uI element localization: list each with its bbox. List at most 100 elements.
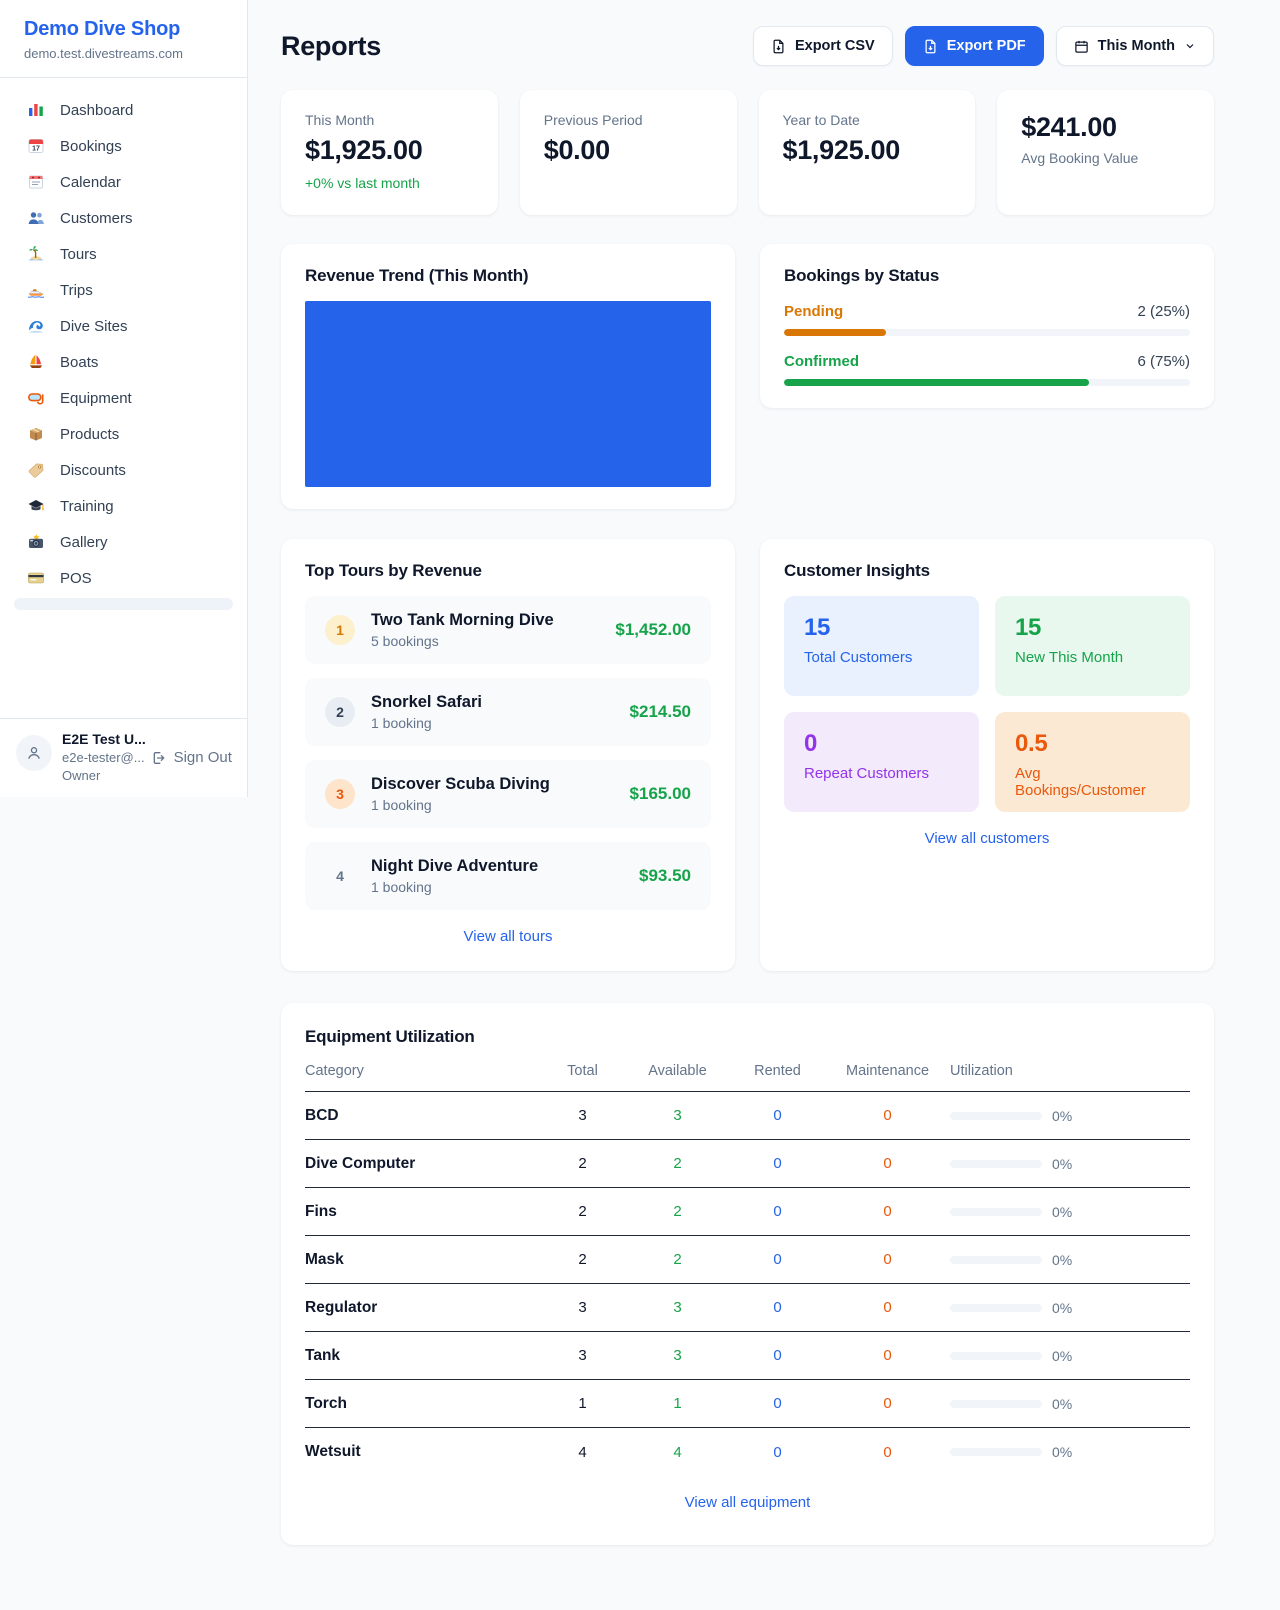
insight-tile-avg-bookings: 0.5 Avg Bookings/Customer bbox=[995, 712, 1190, 812]
island-icon bbox=[26, 245, 46, 263]
speedboat-icon bbox=[26, 281, 46, 299]
view-all-tours-link[interactable]: View all tours bbox=[463, 928, 553, 945]
sidebar-item-customers[interactable]: Customers bbox=[12, 200, 235, 236]
sidebar-item-label: Products bbox=[60, 425, 120, 443]
tour-row: 4 Night Dive Adventure 1 booking $93.50 bbox=[305, 842, 711, 910]
file-download-icon bbox=[925, 39, 936, 53]
dashboard-icon bbox=[26, 101, 46, 119]
utilization-cell: 0% bbox=[950, 1396, 1190, 1412]
sailboat-icon bbox=[26, 353, 46, 371]
tour-name: Two Tank Morning Dive bbox=[371, 611, 554, 629]
sign-out-button[interactable]: Sign Out bbox=[151, 749, 232, 766]
stat-label: Previous Period bbox=[543, 112, 643, 128]
main-content: Reports Export CSV Export PDF This Month bbox=[248, 0, 1280, 1545]
utilization-cell: 0% bbox=[950, 1444, 1190, 1460]
bookings-by-status-card: Bookings by Status Pending 2 (25%) Confi… bbox=[760, 244, 1214, 408]
utilization-bar bbox=[950, 1303, 1042, 1312]
stat-card-previous-period: Previous Period $0.00 bbox=[519, 90, 737, 215]
credit-card-icon bbox=[26, 569, 46, 587]
utilization-cell: 0% bbox=[950, 1156, 1190, 1172]
page-header: Reports Export CSV Export PDF This Month bbox=[281, 26, 1214, 66]
insight-label: Repeat Customers bbox=[804, 765, 930, 782]
sidebar-item-gallery[interactable]: Gallery bbox=[12, 524, 235, 560]
category-cell: Dive Computer bbox=[305, 1154, 416, 1172]
sidebar-item-label: Equipment bbox=[60, 389, 132, 407]
export-csv-button[interactable]: Export CSV bbox=[752, 26, 893, 66]
stat-delta: +0% vs last month bbox=[305, 175, 420, 191]
insight-label: Total Customers bbox=[804, 649, 913, 666]
status-bar bbox=[784, 329, 1190, 336]
sidebar-user-section: E2E Test U... e2e-tester@... Sign Out Ow… bbox=[0, 718, 247, 797]
sidebar-item-dashboard[interactable]: Dashboard bbox=[12, 92, 235, 128]
tag-icon bbox=[26, 461, 46, 479]
tour-bookings: 1 booking bbox=[371, 715, 432, 731]
status-value: 6 (75%) bbox=[1137, 353, 1190, 370]
sidebar-item-label: Gallery bbox=[60, 533, 108, 551]
stat-label: This Month bbox=[305, 112, 375, 128]
sidebar-item-label: Training bbox=[60, 497, 114, 515]
sidebar-item-trips[interactable]: Trips bbox=[12, 272, 235, 308]
calendar-pad-icon bbox=[26, 173, 46, 191]
sidebar-item-discounts[interactable]: Discounts bbox=[12, 452, 235, 488]
category-cell: Fins bbox=[305, 1202, 337, 1220]
sidebar-item-label: Discounts bbox=[60, 461, 126, 479]
tour-revenue: $93.50 bbox=[639, 866, 691, 885]
table-row: Tank 3 3 0 0 0% bbox=[305, 1332, 1190, 1380]
graduation-cap-icon bbox=[26, 497, 46, 515]
rank-badge: 4 bbox=[336, 868, 344, 884]
utilization-bar bbox=[950, 1207, 1042, 1216]
sidebar-item-label: Customers bbox=[60, 209, 133, 227]
equipment-table: Category Total Available Rented Maintena… bbox=[305, 1063, 1190, 1476]
insight-value: 0.5 bbox=[1015, 730, 1048, 757]
sidebar: Demo Dive Shop demo.test.divestreams.com… bbox=[0, 0, 248, 797]
sidebar-item-calendar[interactable]: Calendar bbox=[12, 164, 235, 200]
insight-value: 0 bbox=[804, 730, 818, 757]
sidebar-item-training[interactable]: Training bbox=[12, 488, 235, 524]
sidebar-active-item-partial[interactable] bbox=[14, 598, 233, 610]
wave-icon bbox=[26, 317, 46, 335]
sidebar-item-equipment[interactable]: Equipment bbox=[12, 380, 235, 416]
utilization-bar bbox=[950, 1351, 1042, 1360]
tour-revenue: $1,452.00 bbox=[615, 620, 691, 639]
insight-tile-total-customers: 15 Total Customers bbox=[784, 596, 979, 696]
table-row: BCD 3 3 0 0 0% bbox=[305, 1092, 1190, 1140]
category-cell: Mask bbox=[305, 1250, 344, 1268]
sidebar-item-dive-sites[interactable]: Dive Sites bbox=[12, 308, 235, 344]
sidebar-item-pos[interactable]: POS bbox=[12, 560, 235, 596]
rank-badge: 1 bbox=[325, 615, 355, 645]
stat-value: $0.00 bbox=[543, 135, 610, 165]
sidebar-header: Demo Dive Shop demo.test.divestreams.com bbox=[0, 0, 247, 78]
stat-card-this-month: This Month $1,925.00 +0% vs last month bbox=[281, 90, 498, 215]
tour-bookings: 1 booking bbox=[371, 797, 432, 813]
dive-mask-icon bbox=[26, 389, 46, 407]
sidebar-item-tours[interactable]: Tours bbox=[12, 236, 235, 272]
revenue-trend-title: Revenue Trend (This Month) bbox=[305, 266, 529, 285]
view-all-equipment-link[interactable]: View all equipment bbox=[684, 1494, 811, 1511]
period-dropdown[interactable]: This Month bbox=[1055, 26, 1214, 66]
stat-label: Year to Date bbox=[782, 112, 860, 128]
insight-value: 15 bbox=[804, 614, 831, 641]
bookings-by-status-title: Bookings by Status bbox=[784, 266, 940, 285]
page-title: Reports bbox=[281, 30, 381, 61]
sidebar-item-boats[interactable]: Boats bbox=[12, 344, 235, 380]
equipment-utilization-card: Equipment Utilization Category Total Ava… bbox=[281, 1003, 1214, 1545]
shop-name[interactable]: Demo Dive Shop bbox=[24, 18, 181, 40]
tour-revenue: $165.00 bbox=[629, 784, 691, 803]
top-tours-title: Top Tours by Revenue bbox=[305, 561, 482, 580]
customers-icon bbox=[26, 209, 46, 227]
view-all-customers-link[interactable]: View all customers bbox=[924, 830, 1050, 847]
sidebar-item-products[interactable]: Products bbox=[12, 416, 235, 452]
customer-insights-card: Customer Insights 15 Total Customers 15 … bbox=[760, 539, 1214, 971]
sidebar-nav: Dashboard 17 Bookings Calendar Customers… bbox=[0, 78, 247, 718]
export-pdf-button[interactable]: Export PDF bbox=[904, 26, 1044, 66]
status-row-confirmed: Confirmed 6 (75%) bbox=[784, 353, 1190, 386]
tour-bookings: 1 booking bbox=[371, 879, 432, 895]
sidebar-item-label: Dashboard bbox=[60, 101, 134, 119]
tour-revenue: $214.50 bbox=[629, 702, 691, 721]
tour-name: Discover Scuba Diving bbox=[371, 775, 550, 793]
category-cell: BCD bbox=[305, 1106, 339, 1124]
tour-row: 3 Discover Scuba Diving 1 booking $165.0… bbox=[305, 760, 711, 828]
calendar-icon bbox=[1074, 40, 1088, 53]
sidebar-item-bookings[interactable]: 17 Bookings bbox=[12, 128, 235, 164]
